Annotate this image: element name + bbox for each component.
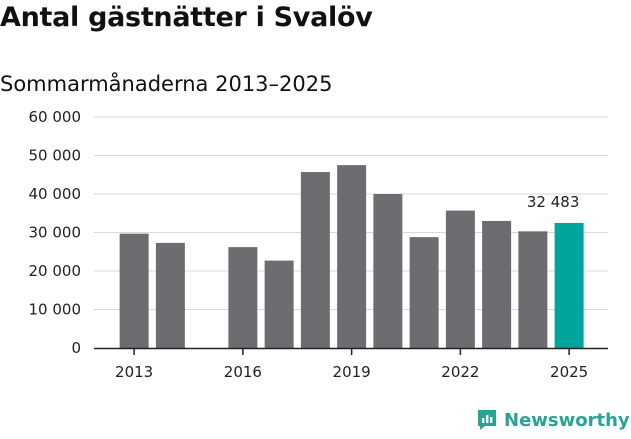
bar [445, 210, 475, 348]
bar [337, 165, 367, 348]
bar [373, 194, 403, 348]
x-tick-label: 2019 [333, 363, 371, 381]
y-tick-label: 0 [71, 339, 81, 357]
y-tick-label: 20 000 [29, 262, 82, 280]
x-tick-label: 2022 [441, 363, 479, 381]
chart-subtitle: Sommarmånaderna 2013–2025 [0, 72, 333, 96]
newsworthy-logo: Newsworthy [476, 408, 630, 432]
y-tick-label: 60 000 [29, 108, 82, 126]
bar [119, 233, 149, 348]
bar [409, 237, 439, 348]
data-labels: 32 483 [527, 193, 580, 211]
y-axis-ticks: 0 10 000 20 000 30 000 40 000 50 000 60 000 [29, 108, 82, 357]
bar-highlight [554, 222, 584, 348]
bar [155, 242, 185, 348]
data-label: 32 483 [527, 193, 580, 211]
bar [518, 231, 548, 348]
bar [264, 260, 294, 348]
x-tick-label: 2025 [550, 363, 588, 381]
brand-name: Newsworthy [504, 409, 630, 431]
bar [228, 247, 258, 348]
y-tick-label: 10 000 [29, 301, 82, 319]
y-tick-label: 40 000 [29, 185, 82, 203]
bar [300, 172, 330, 348]
chart-title: Antal gästnätter i Svalöv [0, 2, 373, 33]
bars [119, 165, 584, 348]
bar [482, 220, 512, 348]
x-tick-label: 2016 [224, 363, 262, 381]
y-tick-label: 30 000 [29, 224, 82, 242]
y-tick-label: 50 000 [29, 147, 82, 165]
x-axis-ticks: 2013 2016 2019 2022 2025 [115, 348, 588, 381]
newsworthy-logo-icon [478, 410, 496, 430]
x-tick-label: 2013 [115, 363, 153, 381]
